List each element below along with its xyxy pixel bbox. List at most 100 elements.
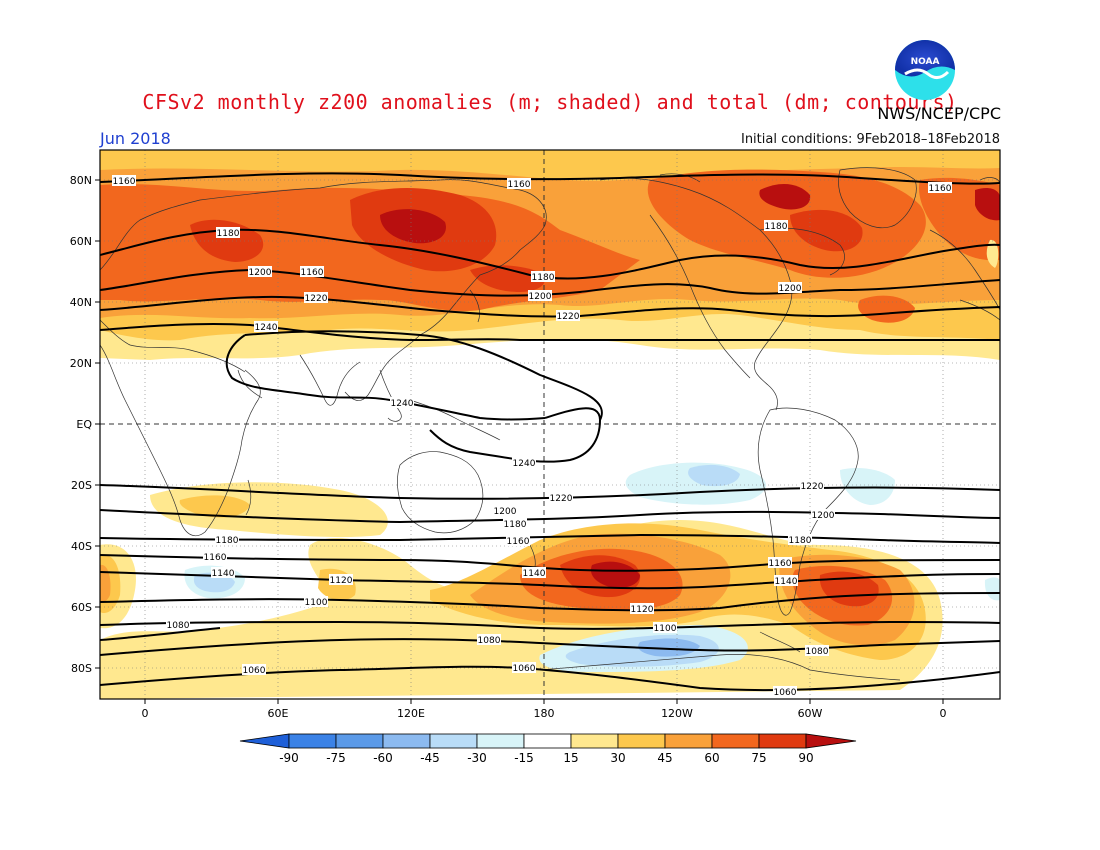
colorbar-segment bbox=[664, 733, 713, 749]
coastlines bbox=[100, 167, 1000, 681]
colorbar-tick-label: -75 bbox=[326, 751, 346, 765]
latitude-label: 80S bbox=[71, 662, 92, 675]
svg-text:1220: 1220 bbox=[550, 494, 573, 504]
svg-text:1220: 1220 bbox=[305, 294, 328, 304]
colorbar-segment bbox=[617, 733, 666, 749]
contour-label: 1120 bbox=[630, 603, 654, 615]
svg-text:1200: 1200 bbox=[779, 284, 802, 294]
latitude-label: 60S bbox=[71, 601, 92, 614]
colorbar-arrow-left bbox=[239, 733, 290, 749]
contour-label: 1060 bbox=[773, 686, 797, 698]
contour-label: 1160 bbox=[506, 535, 530, 547]
latitude-label: 20N bbox=[70, 357, 92, 370]
colorbar: -90 -75 -60 -45 -30 -15 15 30 45 60 75 90 bbox=[239, 733, 857, 765]
svg-text:1180: 1180 bbox=[504, 520, 527, 530]
reference-lines bbox=[100, 150, 1000, 699]
contour-label: 1240 bbox=[390, 397, 414, 409]
contour-label: 1160 bbox=[203, 551, 227, 563]
svg-text:1160: 1160 bbox=[508, 180, 531, 190]
longitude-label: 0 bbox=[940, 707, 947, 720]
svg-text:1060: 1060 bbox=[774, 688, 797, 698]
longitude-label: 60E bbox=[268, 707, 289, 720]
contour-label: 1140 bbox=[522, 567, 546, 579]
latitude-label: 20S bbox=[71, 479, 92, 492]
colorbar-tick-label: 90 bbox=[798, 751, 813, 765]
svg-text:1180: 1180 bbox=[532, 273, 555, 283]
contour-label: 1240 bbox=[512, 457, 536, 469]
svg-text:1160: 1160 bbox=[113, 177, 136, 187]
contour-label: 1060 bbox=[512, 662, 536, 674]
initial-conditions: Initial conditions: 9Feb2018–18Feb2018 bbox=[740, 132, 1000, 147]
contour-label: 1200 bbox=[811, 509, 835, 521]
contour-label: 1220 bbox=[549, 492, 573, 504]
svg-text:1160: 1160 bbox=[769, 559, 792, 569]
contour-label: 1180 bbox=[215, 534, 239, 546]
svg-text:1120: 1120 bbox=[631, 605, 654, 615]
colorbar-segment bbox=[335, 733, 384, 749]
svg-text:1140: 1140 bbox=[212, 569, 235, 579]
svg-text:1240: 1240 bbox=[513, 459, 536, 469]
svg-text:1180: 1180 bbox=[765, 222, 788, 232]
colorbar-segment bbox=[570, 733, 619, 749]
contour-label: 1080 bbox=[477, 634, 501, 646]
longitude-label: 120E bbox=[397, 707, 425, 720]
contour-label: 1140 bbox=[211, 567, 235, 579]
svg-text:1180: 1180 bbox=[789, 536, 812, 546]
svg-text:1160: 1160 bbox=[507, 537, 530, 547]
svg-text:1180: 1180 bbox=[216, 536, 239, 546]
svg-text:1240: 1240 bbox=[391, 399, 414, 409]
svg-text:1220: 1220 bbox=[557, 312, 580, 322]
contour-label: 1160 bbox=[300, 266, 324, 278]
svg-text:1200: 1200 bbox=[529, 292, 552, 302]
contour-label: 1160 bbox=[928, 182, 952, 194]
contour-label: 1080 bbox=[166, 619, 190, 631]
colorbar-tick-label: -90 bbox=[279, 751, 299, 765]
longitude-label: 180 bbox=[534, 707, 555, 720]
colorbar-tick-label: 60 bbox=[704, 751, 719, 765]
colorbar-tick-label: 75 bbox=[751, 751, 766, 765]
svg-text:1080: 1080 bbox=[806, 647, 829, 657]
colorbar-segment bbox=[523, 733, 572, 749]
longitude-labels: 0 60E 120E 180 120W 60W 0 bbox=[142, 707, 947, 720]
svg-text:1120: 1120 bbox=[330, 576, 353, 586]
svg-text:1180: 1180 bbox=[217, 229, 240, 239]
noaa-logo-icon: NOAA bbox=[895, 40, 955, 100]
contour-label: 1060 bbox=[242, 664, 266, 676]
contour-label: 1240 bbox=[254, 321, 278, 333]
longitude-label: 120W bbox=[661, 707, 693, 720]
svg-text:1080: 1080 bbox=[167, 621, 190, 631]
contour-label: 1080 bbox=[805, 645, 829, 657]
colorbar-segment bbox=[476, 733, 525, 749]
colorbar-segment bbox=[429, 733, 478, 749]
contour-label: 1220 bbox=[304, 292, 328, 304]
svg-text:1080: 1080 bbox=[478, 636, 501, 646]
svg-text:1100: 1100 bbox=[654, 624, 677, 634]
contour-label: 1200 bbox=[248, 266, 272, 278]
contour-label: 1200 bbox=[528, 290, 552, 302]
svg-text:1220: 1220 bbox=[801, 482, 824, 492]
colorbar-tick-label: 30 bbox=[610, 751, 625, 765]
map-title: CFSv2 monthly z200 anomalies (m; shaded)… bbox=[142, 90, 958, 114]
colorbar-segment bbox=[382, 733, 431, 749]
forecast-month: Jun 2018 bbox=[100, 129, 171, 148]
contour-label: 1180 bbox=[216, 227, 240, 239]
latitude-labels: 80N 60N 40N 20N EQ 20S 40S 60S 80S bbox=[70, 174, 93, 675]
colorbar-segment bbox=[758, 733, 807, 749]
colorbar-tick-label: -60 bbox=[373, 751, 393, 765]
svg-text:1100: 1100 bbox=[305, 598, 328, 608]
longitude-label: 60W bbox=[798, 707, 823, 720]
colorbar-tick-label: 15 bbox=[563, 751, 578, 765]
svg-text:1200: 1200 bbox=[494, 507, 517, 517]
contour-label: 1100 bbox=[304, 596, 328, 608]
contour-label: 1220 bbox=[556, 310, 580, 322]
colorbar-tick-label: -30 bbox=[467, 751, 487, 765]
contour-label: 1180 bbox=[788, 534, 812, 546]
svg-text:1240: 1240 bbox=[255, 323, 278, 333]
colorbar-segment bbox=[288, 733, 337, 749]
contour-label: 1160 bbox=[507, 178, 531, 190]
latitude-label: 40S bbox=[71, 540, 92, 553]
svg-text:1160: 1160 bbox=[204, 553, 227, 563]
contour-label: 1180 bbox=[764, 220, 788, 232]
contour-label: 1140 bbox=[774, 575, 798, 587]
